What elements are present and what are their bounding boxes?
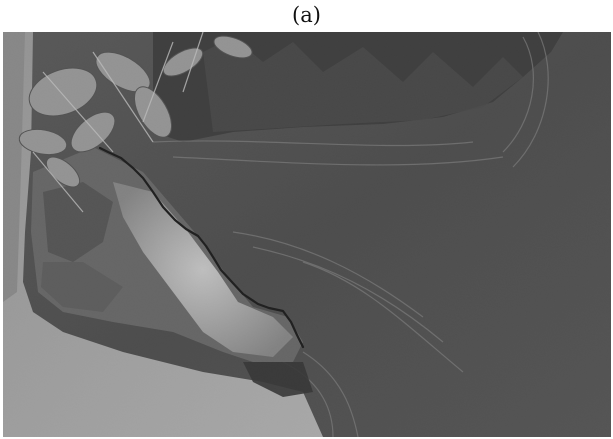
figure-caption: (a) <box>292 3 321 27</box>
river-photo <box>3 32 611 437</box>
